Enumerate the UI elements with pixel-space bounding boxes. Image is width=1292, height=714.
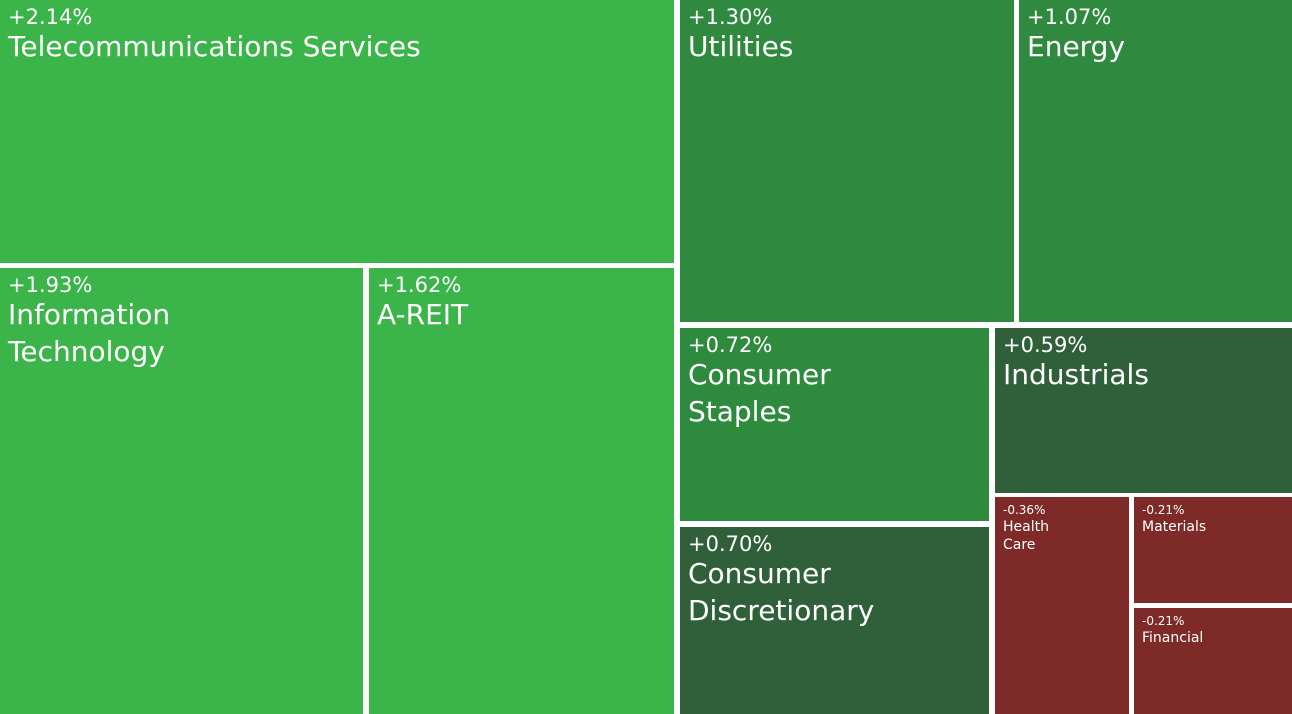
- tile: +0.72% Consumer Staples: [680, 328, 989, 521]
- value-label: +1.62%: [377, 273, 462, 297]
- tile: +1.93% Information Technology: [0, 268, 363, 714]
- category-label: Energy: [1027, 30, 1126, 64]
- category-label: A-REIT: [377, 298, 469, 332]
- category-label: Utilities: [688, 30, 794, 64]
- tile: +1.30% Utilities: [680, 0, 1014, 322]
- tile: -0.21% Materials: [1134, 497, 1292, 603]
- tile: +0.70% Consumer Discretionary: [680, 527, 989, 714]
- category-label: Telecommunications Services: [8, 30, 421, 64]
- tile: +0.59% Industrials: [995, 328, 1292, 493]
- category-label: Industrials: [1003, 358, 1149, 392]
- value-label: +1.30%: [688, 5, 773, 29]
- value-label: -0.21%: [1142, 503, 1185, 517]
- value-label: -0.21%: [1142, 614, 1185, 628]
- value-label: +0.72%: [688, 333, 773, 357]
- value-label: +0.59%: [1003, 333, 1088, 357]
- category-label: Information Technology: [8, 298, 171, 368]
- value-label: +1.07%: [1027, 5, 1112, 29]
- category-label: Materials: [1142, 518, 1207, 535]
- value-label: +1.93%: [8, 273, 93, 297]
- tile: +1.62% A-REIT: [369, 268, 674, 714]
- tile: -0.21% Financial: [1134, 608, 1292, 714]
- value-label: +2.14%: [8, 5, 93, 29]
- category-label: Consumer Discretionary: [688, 557, 875, 627]
- category-label: Health Care: [1003, 518, 1049, 553]
- category-label: Financial: [1142, 629, 1204, 646]
- tile: +1.07% Energy: [1019, 0, 1292, 322]
- value-label: +0.70%: [688, 532, 773, 556]
- value-label: -0.36%: [1003, 503, 1046, 517]
- tile: +2.14% Telecommunications Services: [0, 0, 674, 263]
- category-label: Consumer Staples: [688, 358, 831, 428]
- tile: -0.36% Health Care: [995, 497, 1129, 714]
